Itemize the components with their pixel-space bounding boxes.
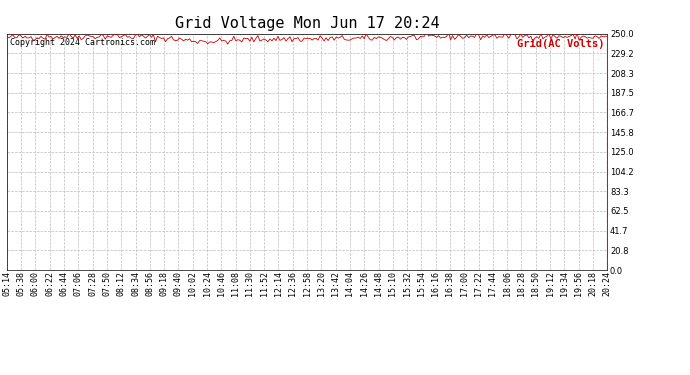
Title: Grid Voltage Mon Jun 17 20:24: Grid Voltage Mon Jun 17 20:24 xyxy=(175,16,440,31)
Text: Copyright 2024 Cartronics.com: Copyright 2024 Cartronics.com xyxy=(10,39,155,48)
Text: Grid(AC Volts): Grid(AC Volts) xyxy=(517,39,604,48)
